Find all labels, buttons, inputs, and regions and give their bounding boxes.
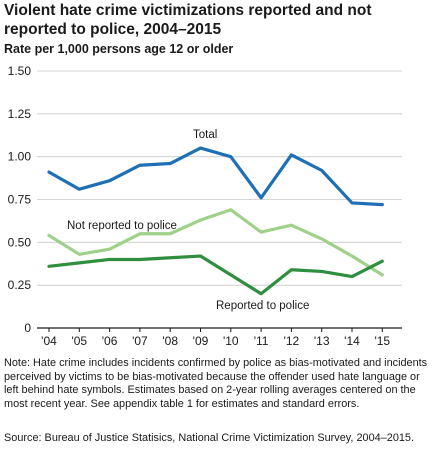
y-axis-label: Rate per 1,000 persons age 12 or older — [4, 42, 234, 56]
y-tick-label: 0.75 — [8, 193, 32, 207]
series-label-not-reported: Not reported to police — [67, 220, 177, 232]
y-tick-label: 1.25 — [8, 107, 32, 121]
reported-line — [47, 254, 384, 296]
not-reported-line — [47, 208, 384, 277]
x-tick-label: '04 — [41, 334, 57, 348]
y-tick-label: 0.50 — [8, 235, 32, 249]
series-annotations: Total Not reported to police Reported to… — [67, 129, 309, 312]
x-tick-label: '08 — [162, 334, 178, 348]
y-tick-label: 0 — [24, 321, 31, 335]
x-tick-label: '13 — [314, 334, 330, 348]
x-tick-label: '14 — [344, 334, 360, 348]
chart-note: Note: Hate crime includes incidents conf… — [4, 357, 428, 410]
y-tick-label: 0.25 — [8, 278, 32, 292]
x-tick-label: '07 — [132, 334, 148, 348]
y-tick-label: 1.00 — [8, 150, 32, 164]
y-tick-labels: 0 0.25 0.50 0.75 1.00 1.25 1.50 — [8, 64, 32, 335]
x-tick-labels: '04 '05 '06 '07 '08 '09 '10 '11 '12 '13 '14 '15 — [41, 328, 390, 348]
x-tick-label: '05 — [71, 334, 87, 348]
series-label-total: Total — [193, 129, 217, 141]
x-tick-label: '09 — [193, 334, 209, 348]
gridlines — [37, 70, 402, 329]
chart-title: Violent hate crime victimizations report… — [4, 2, 372, 38]
x-tick-label: '12 — [284, 334, 300, 348]
line-chart: 00.250.500.751.001.251.50 '04'05'06'07'0… — [8, 64, 402, 348]
chart-source: Source: Bureau of Justice Statisics, Nat… — [4, 432, 415, 444]
total-line — [47, 146, 384, 207]
x-tick-label: '10 — [223, 334, 239, 348]
series-label-reported: Reported to police — [216, 300, 309, 312]
x-tick-label: '06 — [102, 334, 118, 348]
y-tick-label: 1.50 — [8, 64, 32, 78]
x-tick-label: '15 — [374, 334, 390, 348]
x-tick-label: '11 — [254, 334, 269, 348]
series-lines — [47, 146, 384, 296]
